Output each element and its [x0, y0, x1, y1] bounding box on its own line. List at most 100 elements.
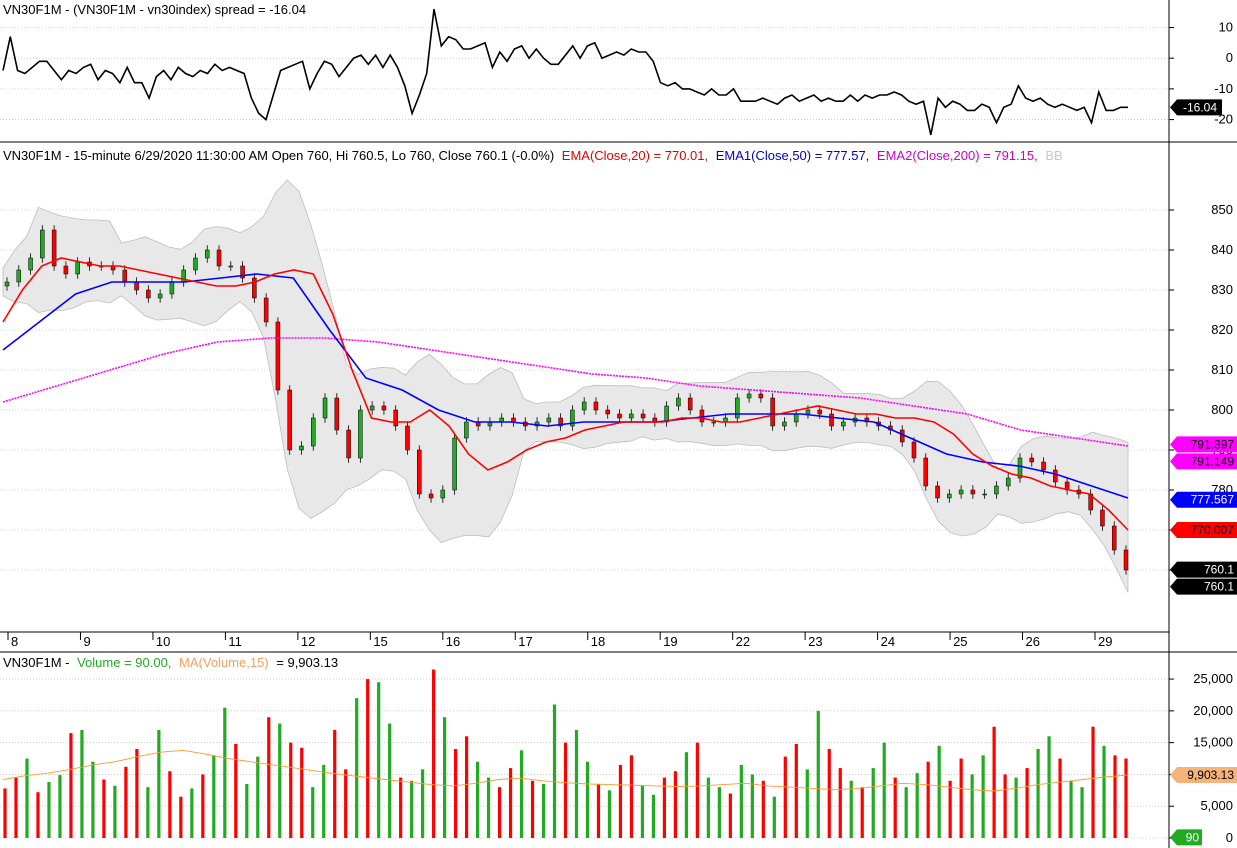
- volume-title-ma: MA(Volume,15): [179, 655, 269, 670]
- price-tick-label: 850: [1211, 202, 1233, 217]
- volume-ma-path: [2, 749, 1129, 792]
- candle-body: [311, 417, 316, 447]
- candle-body: [770, 397, 775, 427]
- volume-bar: [684, 752, 688, 838]
- candle-body: [899, 429, 905, 443]
- spread-tick-label: -10: [1214, 81, 1233, 96]
- volume-tick-label: 20,000: [1193, 703, 1233, 718]
- volume-bar: [607, 790, 612, 838]
- volume-badge-bg: [1170, 829, 1202, 846]
- volume-title: VN30F1M - Volume = 90.00, MA(Volume,15) …: [3, 655, 338, 670]
- volume-bar: [1036, 749, 1040, 838]
- candle-body: [911, 441, 917, 459]
- volume-bar: [1080, 787, 1084, 838]
- date-tick-label: 15: [373, 634, 387, 649]
- volume-bar: [585, 761, 590, 838]
- price-badge-bg: [1170, 491, 1237, 508]
- price-badge-label: 791.149: [1191, 454, 1235, 468]
- volume-bar: [970, 774, 974, 838]
- candle-body: [617, 413, 622, 419]
- volume-bar: [794, 743, 798, 838]
- ema-lines: [2, 257, 1129, 531]
- candle-body: [640, 413, 646, 419]
- candle-body: [134, 281, 139, 291]
- volume-tick-label: 5,000: [1200, 798, 1233, 813]
- volume-bar: [157, 729, 161, 838]
- volume-bar: [640, 785, 645, 838]
- date-tick-label: 10: [156, 634, 170, 649]
- candle-body: [1053, 469, 1058, 483]
- candle-body: [1088, 493, 1093, 511]
- volume-bar: [333, 729, 337, 838]
- candle-body: [829, 413, 834, 427]
- volume-bar: [47, 782, 51, 838]
- volume-bar: [849, 780, 853, 838]
- volume-title-main: VN30F1M -: [3, 655, 69, 670]
- volume-bar: [278, 723, 282, 838]
- ema20-line: [2, 257, 1129, 531]
- volume-bar: [717, 787, 721, 838]
- volume-bar: [629, 755, 634, 838]
- date-tick-label: 24: [881, 634, 895, 649]
- candle-body: [334, 397, 340, 431]
- date-tick-label: 25: [953, 634, 967, 649]
- candle-body: [687, 397, 693, 411]
- volume-bar: [58, 775, 62, 838]
- volume-bars: [3, 669, 1128, 838]
- volume-badge-bg: [1170, 767, 1237, 784]
- price-tick-label: 820: [1211, 322, 1233, 337]
- candle-body: [322, 397, 328, 419]
- price-title-bb: BB: [1045, 148, 1062, 163]
- volume-bar: [366, 679, 370, 838]
- volume-bar: [432, 669, 436, 838]
- date-tick-label: 17: [518, 634, 532, 649]
- volume-bar: [904, 787, 908, 838]
- volume-bar: [728, 793, 732, 838]
- volume-bar: [761, 780, 765, 838]
- volume-bar: [937, 745, 941, 838]
- volume-bar: [706, 777, 710, 838]
- volume-bar: [530, 780, 535, 838]
- volume-bar: [519, 750, 524, 838]
- volume-bar: [69, 733, 73, 838]
- volume-bar: [486, 777, 491, 838]
- price-title-main: VN30F1M - 15-minute 6/29/2020 11:30:00 A…: [3, 148, 554, 163]
- volume-bar: [245, 783, 249, 838]
- volume-bar: [695, 742, 699, 838]
- spread-line: [2, 8, 1128, 136]
- spread-title: VN30F1M - (VN30F1M - vn30index) spread =…: [3, 2, 306, 17]
- candle-body: [935, 485, 940, 499]
- candle-body: [581, 401, 587, 411]
- candle-body: [970, 489, 976, 495]
- volume-bar: [1047, 736, 1051, 838]
- price-title-ema200: EMA2(Close,200) = 791.15,: [877, 148, 1038, 163]
- candle-body: [346, 429, 351, 459]
- volume-bar: [102, 779, 106, 838]
- volume-bar: [871, 768, 875, 838]
- date-axis-ticks: 8 9 10 11 12 15 16 17 18 19 22 23 24 25 26 29: [7, 632, 1112, 649]
- price-badge-bg: [1170, 436, 1237, 453]
- candle-body: [4, 281, 10, 287]
- volume-bar: [860, 787, 864, 838]
- price-badge-label: 770.007: [1191, 523, 1235, 537]
- volume-bar: [992, 726, 996, 838]
- volume-bar: [135, 749, 139, 838]
- candle-body: [157, 293, 163, 299]
- volume-title-vol: Volume = 90.00,: [77, 655, 171, 670]
- spread-plot: [2, 8, 1128, 136]
- volume-bar: [1058, 758, 1062, 838]
- date-tick-label: 9: [83, 634, 90, 649]
- volume-bar: [388, 723, 392, 838]
- candle-body: [240, 265, 245, 279]
- candle-body: [676, 397, 681, 407]
- candle-body: [216, 249, 222, 267]
- candle-body: [994, 485, 999, 495]
- candle-body: [381, 405, 387, 411]
- price-badge-label: 791.397: [1191, 437, 1235, 451]
- price-badge-bg: [1170, 561, 1237, 578]
- volume-bar: [399, 777, 403, 838]
- candle-body: [947, 493, 952, 499]
- volume-bar: [1003, 774, 1007, 838]
- volume-bar: [201, 774, 205, 838]
